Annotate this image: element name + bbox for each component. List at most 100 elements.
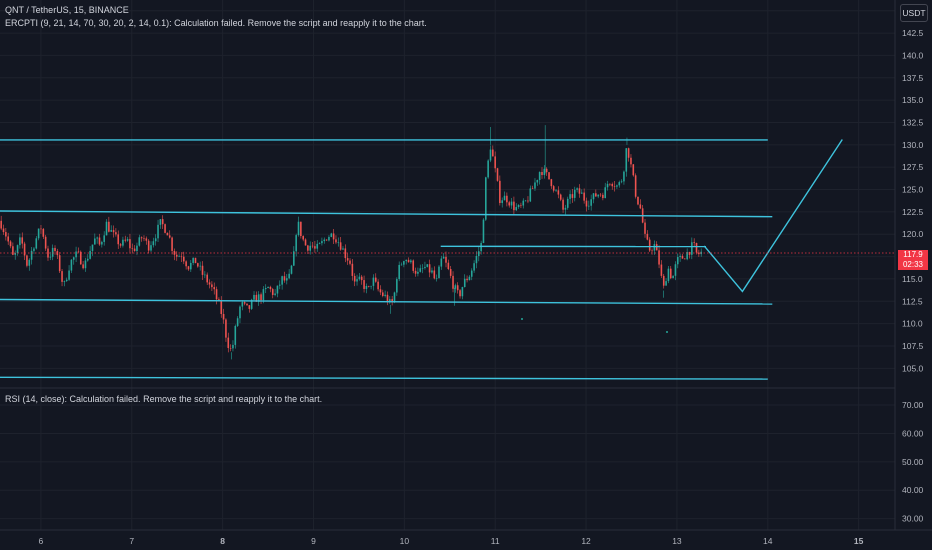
candle-body <box>583 192 585 201</box>
candle-body <box>679 255 681 258</box>
candle-body <box>33 248 35 251</box>
trendline[interactable] <box>0 376 768 380</box>
candle-body <box>592 193 595 200</box>
candle-body <box>353 275 356 282</box>
candle-body <box>297 221 300 236</box>
candle-body <box>445 256 447 263</box>
candle-body <box>618 182 621 186</box>
time-tick-label: 10 <box>400 536 410 546</box>
candle-body <box>271 289 274 295</box>
candle-body <box>665 281 667 286</box>
candle-body <box>35 238 38 249</box>
candle-body <box>627 148 630 158</box>
candle-body <box>637 196 639 205</box>
candle-body <box>674 264 677 276</box>
candle-body <box>463 278 466 288</box>
candle-body <box>386 294 389 303</box>
candle-body <box>351 263 354 276</box>
candle-body <box>548 172 550 180</box>
candle-body <box>126 239 129 241</box>
candle-body <box>611 183 614 187</box>
candle-body <box>51 247 54 257</box>
trendline-drawings[interactable] <box>0 139 843 380</box>
rsi-tick-label: 70.00 <box>902 400 924 410</box>
candle-body <box>613 186 616 187</box>
trendline[interactable] <box>0 298 773 305</box>
candle-body <box>65 279 68 282</box>
candle-body <box>597 194 599 197</box>
candle-body <box>164 224 166 233</box>
candle-body <box>236 318 239 326</box>
candle-body <box>108 221 110 232</box>
candle-body <box>620 181 623 183</box>
candle-body <box>2 228 5 233</box>
candle-body <box>356 279 358 282</box>
currency-button[interactable]: USDT <box>900 4 928 22</box>
candle-body <box>293 251 295 266</box>
time-tick-label: 6 <box>39 536 44 546</box>
candle-body <box>648 239 651 251</box>
candle-body <box>403 261 405 265</box>
price-tick-label: 142.5 <box>902 28 924 38</box>
candle-body <box>588 205 590 207</box>
time-axis[interactable]: 6 7 8 9 10 11 12 13 14 15 <box>39 536 864 546</box>
price-tick-label: 115.0 <box>902 274 923 284</box>
candle-body <box>653 244 656 251</box>
candle-body <box>131 248 134 249</box>
candle-body <box>124 239 127 241</box>
candle-body <box>239 306 241 319</box>
candle-body <box>557 190 560 195</box>
candle-body <box>681 255 684 259</box>
price-tick-label: 137.5 <box>902 73 924 83</box>
trendline[interactable] <box>0 210 773 218</box>
rsi-tick-label: 50.00 <box>902 457 924 467</box>
candle-body <box>573 189 576 198</box>
candle-body <box>454 285 457 289</box>
candle-body <box>304 239 307 246</box>
projection-path[interactable] <box>703 139 843 293</box>
candle-body <box>698 252 700 255</box>
candle-body <box>391 299 393 302</box>
price-tick-label: 140.0 <box>902 50 924 60</box>
candle-body <box>40 228 42 230</box>
candle-body <box>241 302 244 307</box>
candle-body <box>414 270 417 274</box>
candle-body <box>513 201 515 211</box>
candle-body <box>82 264 84 269</box>
candle-body <box>211 284 213 288</box>
candle-body <box>192 257 194 263</box>
candle-body <box>19 237 21 246</box>
candle-body <box>644 222 646 234</box>
candle-body <box>623 171 625 182</box>
candle-body <box>545 168 548 173</box>
price-tick-label: 120.0 <box>902 229 924 239</box>
time-tick-label: 8 <box>220 536 225 546</box>
candle-body <box>398 264 400 280</box>
candle-body <box>12 246 14 255</box>
indicator-error-ercpti[interactable]: ERCPTI (9, 21, 14, 70, 30, 20, 2, 14, 0.… <box>5 18 427 28</box>
candle-body <box>185 261 187 267</box>
candle-body <box>218 299 220 301</box>
bar-countdown: 02:33 <box>902 260 924 269</box>
candle-body <box>602 194 604 199</box>
candle-body <box>0 220 2 229</box>
candle-body <box>309 245 312 251</box>
candle-body <box>204 274 206 276</box>
symbol-title[interactable]: QNT / TetherUS, 15, BINANCE <box>5 5 129 15</box>
candle-body <box>253 294 255 300</box>
price-tick-label: 135.0 <box>902 95 924 105</box>
candle-body <box>243 302 246 304</box>
candle-body <box>456 285 459 291</box>
indicator-error-rsi[interactable]: RSI (14, close): Calculation failed. Rem… <box>5 394 323 404</box>
candle-body <box>222 313 225 320</box>
candle-body <box>103 235 105 242</box>
candle-body <box>358 276 361 280</box>
candle-body <box>161 219 164 225</box>
candle-body <box>630 157 632 165</box>
candle-body <box>503 195 506 201</box>
price-tick-label: 105.0 <box>902 363 924 373</box>
rsi-axis[interactable]: 70.00 60.00 50.00 40.00 30.00 <box>902 400 924 524</box>
candle-body <box>44 236 47 249</box>
